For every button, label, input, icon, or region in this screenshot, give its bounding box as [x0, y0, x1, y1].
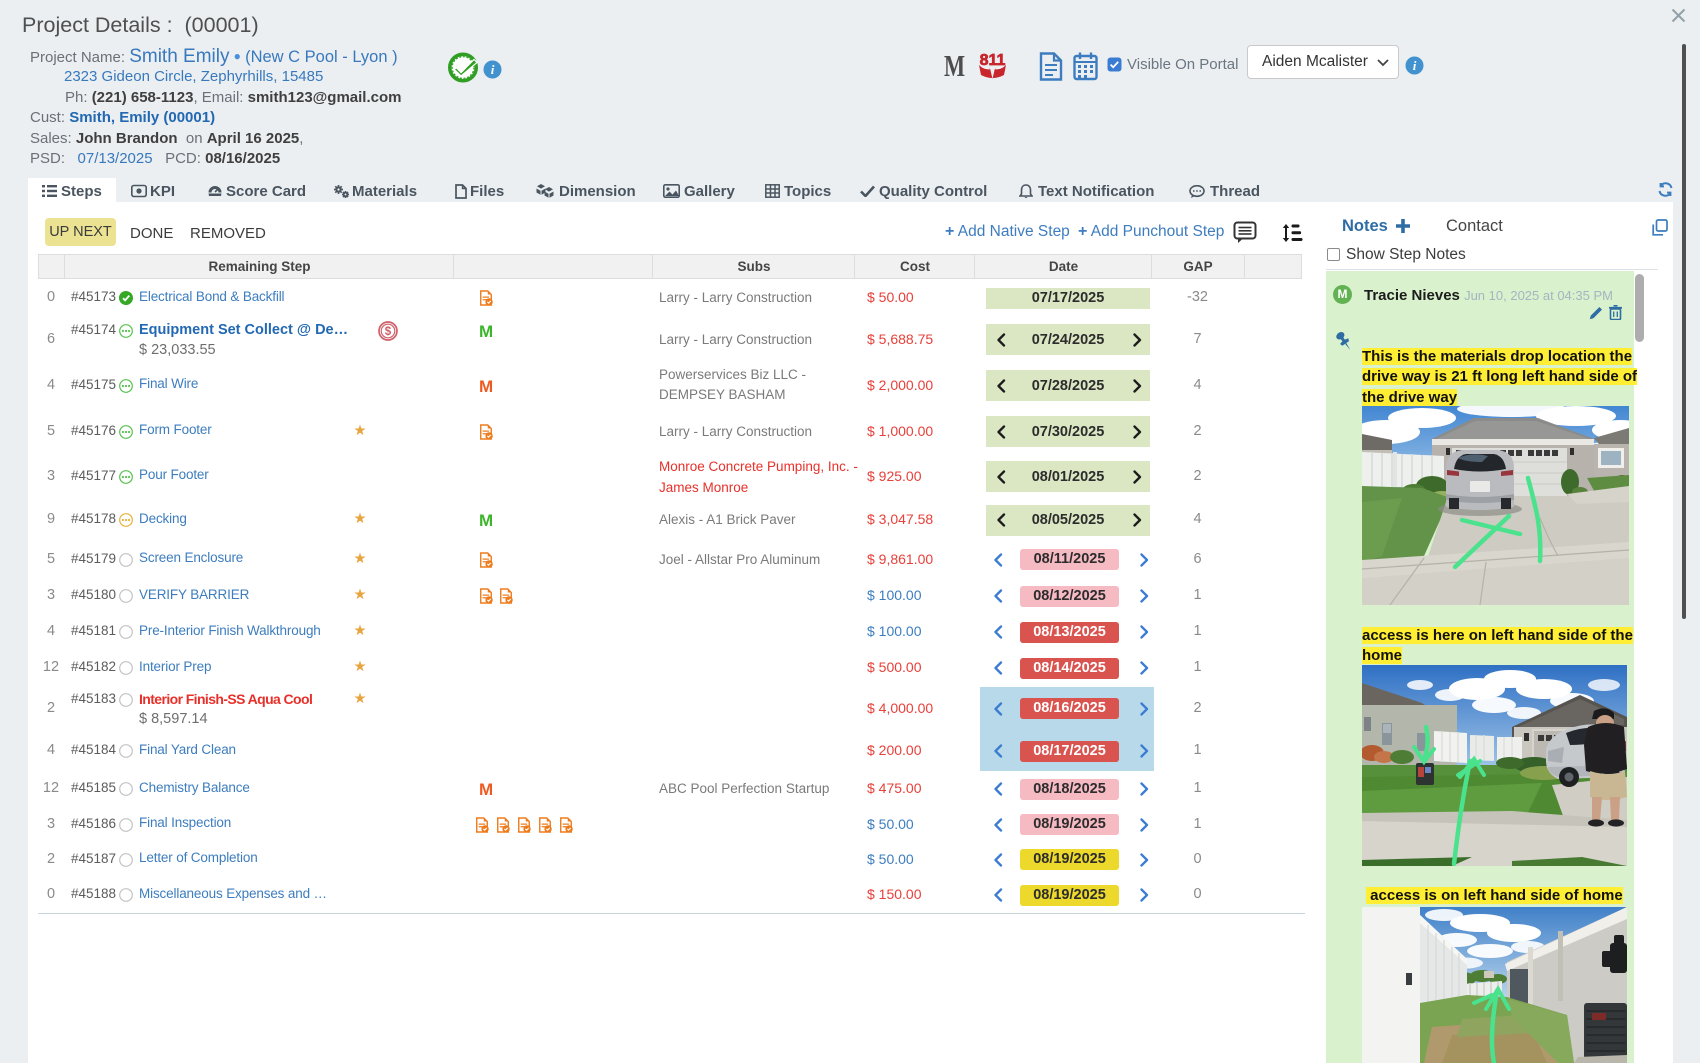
svg-text:$: $	[385, 326, 392, 338]
svg-text:i: i	[491, 62, 495, 77]
svg-text:811: 811	[980, 52, 1006, 69]
svg-text:i: i	[1413, 58, 1417, 73]
